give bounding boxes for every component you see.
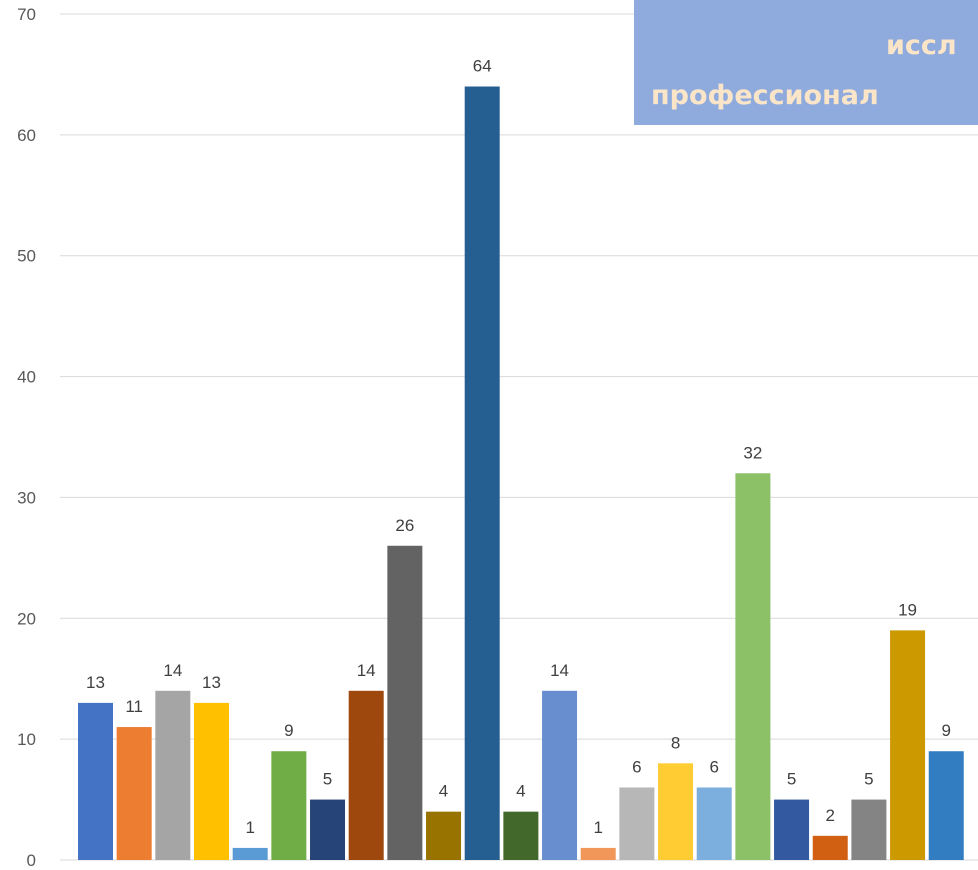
- bar: [890, 630, 926, 860]
- bar: [774, 799, 810, 860]
- bar: [348, 690, 384, 860]
- y-tick-label: 70: [17, 5, 36, 24]
- bar-data-label: 32: [743, 443, 762, 462]
- bar-data-label: 14: [550, 661, 569, 680]
- y-tick-label: 20: [17, 609, 36, 628]
- bar-data-label: 9: [942, 721, 951, 740]
- bar: [696, 787, 732, 860]
- bar-data-label: 13: [202, 673, 221, 692]
- bar-data-label: 11: [125, 697, 143, 716]
- y-axis-tick-labels: 0 10 20 30 40 50 60 70: [17, 5, 36, 870]
- y-tick-label: 10: [17, 730, 36, 749]
- bar: [580, 847, 616, 860]
- bar: [387, 545, 423, 860]
- bars: [78, 86, 964, 860]
- bar: [464, 86, 500, 860]
- bar: [812, 835, 848, 860]
- bar-data-label: 1: [245, 818, 254, 837]
- bar: [116, 727, 152, 860]
- bar-data-label: 9: [284, 721, 293, 740]
- y-tick-label: 30: [17, 488, 36, 507]
- chart-title-box: иссл профессионал: [634, 0, 978, 125]
- bar: [155, 690, 191, 860]
- bar-data-label: 5: [787, 770, 796, 789]
- y-tick-label: 60: [17, 126, 36, 145]
- bar: [232, 847, 268, 860]
- bar-data-label: 26: [395, 516, 414, 535]
- bar-data-label: 4: [439, 782, 448, 801]
- bar: [851, 799, 887, 860]
- bar: [658, 763, 694, 860]
- y-tick-label: 0: [27, 851, 36, 870]
- chart-title-line-2: профессионал: [651, 80, 879, 111]
- bar-data-label: 4: [516, 782, 525, 801]
- bar: [194, 702, 230, 860]
- y-tick-label: 40: [17, 368, 36, 387]
- bar-data-label: 14: [357, 661, 376, 680]
- bar: [503, 811, 539, 860]
- bar-data-label: 6: [709, 757, 718, 776]
- bar: [542, 690, 578, 860]
- bar-data-label: 1: [593, 818, 602, 837]
- bar: [310, 799, 346, 860]
- bar-data-label: 6: [632, 757, 641, 776]
- bar-data-label: 5: [864, 770, 873, 789]
- bar: [271, 751, 307, 860]
- bar: [619, 787, 655, 860]
- bar-data-label: 8: [671, 733, 680, 752]
- chart-title-line-1: иссл: [886, 30, 957, 61]
- bar: [426, 811, 462, 860]
- bar: [928, 751, 964, 860]
- bar-data-label: 14: [163, 661, 182, 680]
- bar: [735, 473, 771, 860]
- bar-data-label: 19: [898, 600, 917, 619]
- bar-data-label: 2: [825, 806, 834, 825]
- bar-data-label: 13: [86, 673, 105, 692]
- bar-data-label: 5: [323, 770, 332, 789]
- y-tick-label: 50: [17, 247, 36, 266]
- bar: [78, 702, 113, 860]
- bar-data-label: 64: [473, 57, 492, 76]
